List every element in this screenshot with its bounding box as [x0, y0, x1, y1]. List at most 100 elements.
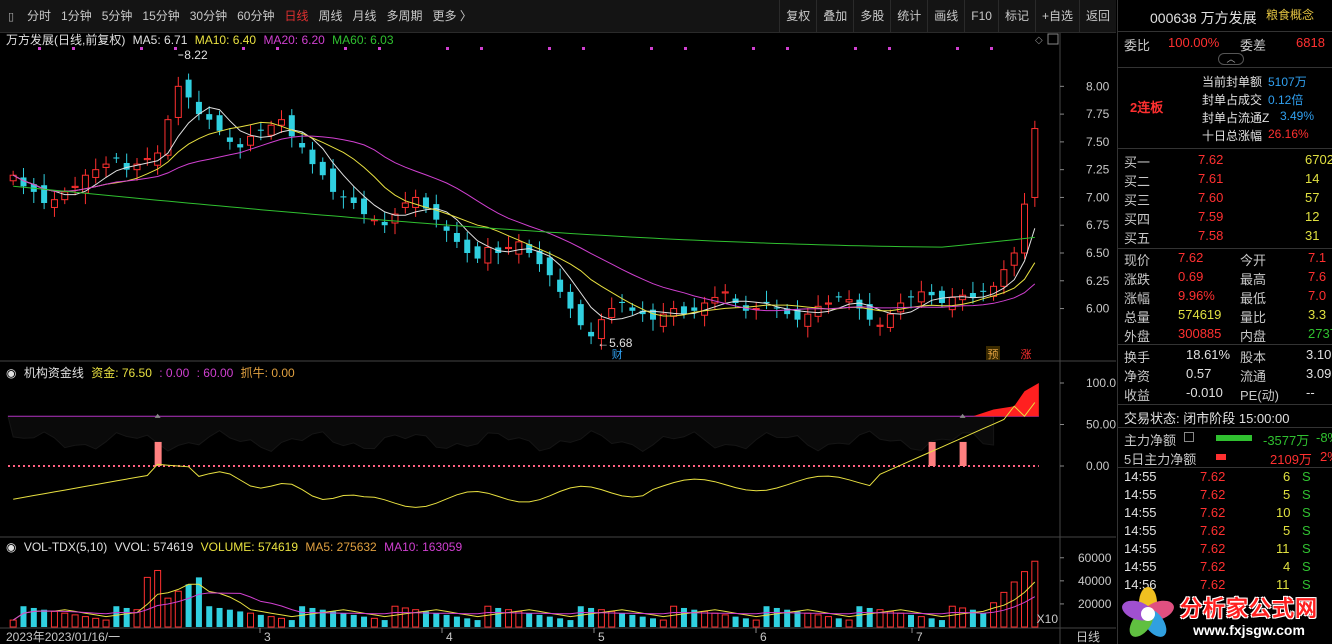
candle-body-up [143, 158, 151, 161]
candle-body-down [464, 239, 471, 253]
xaxis-label: 2023年2023/01/16/一 [6, 630, 120, 644]
xaxis-label: 4 [446, 630, 453, 644]
vol-bar-down [650, 618, 656, 627]
period-tab-0[interactable]: 分时 [27, 8, 52, 23]
fund-signal-bar [154, 441, 162, 466]
vol-bar-up [174, 590, 182, 628]
tool-button-7[interactable]: +自选 [1034, 0, 1079, 33]
fund-title: 机构资金线 [23, 366, 84, 380]
fengdan-label: 十日总涨幅 [1202, 129, 1263, 143]
period-tab-3[interactable]: 15分钟 [142, 8, 180, 23]
panel-toggle-icon[interactable]: ▯ [7, 10, 15, 23]
vol-bar-up [876, 609, 884, 628]
tool-button-3[interactable]: 统计 [890, 0, 927, 33]
candle-body-down [980, 290, 987, 292]
candle-body-down [433, 204, 440, 220]
fund-signal-bar [959, 441, 967, 466]
period-tab-10[interactable]: 更多 〉 [432, 8, 472, 23]
candle-body-up [917, 291, 925, 303]
vol-bar-up [164, 597, 172, 628]
period-tab-6[interactable]: 日线 [284, 8, 309, 23]
x10-label: X10 [1037, 612, 1059, 626]
vol-bar-down [41, 609, 48, 627]
candle-body-down [784, 308, 791, 315]
candle-body-up [670, 308, 678, 317]
period-tab-9[interactable]: 多周期 [386, 8, 423, 23]
vol-bar-up [959, 607, 967, 628]
collapse-chevron-icon[interactable]: ︿ [1218, 53, 1244, 65]
candle-body-down [938, 290, 945, 303]
event-marker [72, 47, 75, 50]
toolbar-tools: 复权 叠加 多股 统计 画线 F10 标记 +自选 返回 [779, 0, 1116, 33]
vol-bar-down [546, 616, 553, 627]
vol-bar-down [381, 620, 388, 627]
fin-label: PE(动) [1240, 388, 1280, 403]
event-marker [378, 47, 381, 50]
candle-body-down [206, 114, 213, 120]
candle-body-down [309, 149, 316, 165]
main5-row: 5日主力净额 2109万 2% [1118, 449, 1332, 468]
tick-time: 14:55 [1124, 541, 1157, 556]
candle-body-up [608, 308, 616, 318]
candle-body-up [721, 291, 729, 294]
tool-button-4[interactable]: 画线 [927, 0, 964, 33]
vol-bar-down [784, 609, 791, 627]
fengdan-row: 封单占流通Z 3.49% [1118, 109, 1332, 128]
vol-bar-down [619, 613, 626, 627]
period-tab-5[interactable]: 60分钟 [237, 8, 275, 23]
period-tab-7[interactable]: 周线 [318, 8, 343, 23]
candle-body-up [659, 313, 667, 327]
tick-row: 14:55 7.62 5 S [1118, 523, 1332, 542]
vol-bar-up [917, 616, 925, 628]
tool-button-1[interactable]: 叠加 [816, 0, 853, 33]
tick-bs: S [1302, 523, 1311, 538]
vol-bar-up [412, 609, 420, 628]
fengdan-value: 5107万 [1268, 75, 1307, 89]
vol-panel-icon[interactable]: ◉ [6, 540, 17, 554]
candle-body-up [391, 213, 399, 224]
vol-bar-down [980, 613, 987, 627]
fund-panel-icon[interactable]: ◉ [6, 366, 17, 380]
candle-body-up [804, 313, 812, 327]
ma10-line [12, 121, 1036, 317]
vol-bar-up [1021, 571, 1029, 628]
bid-row: 买四 7.59 12 [1118, 209, 1332, 228]
tick-bs: S [1302, 487, 1311, 502]
main5-bar [1216, 454, 1226, 460]
tool-button-6[interactable]: 标记 [997, 0, 1035, 33]
stat-label: 总量 [1124, 310, 1151, 325]
vol-bar-down [866, 607, 873, 627]
vol-bar-up [670, 605, 678, 628]
ma20-line [12, 135, 1036, 312]
vol-bar-down [691, 609, 698, 627]
concept-tag[interactable]: 粮食概念 [1266, 8, 1315, 22]
kline-ytick-label: 7.00 [1086, 190, 1110, 204]
vol-ytick-label: 20000 [1078, 597, 1112, 611]
period-tab-1[interactable]: 1分钟 [61, 8, 92, 23]
vol-bar-down [453, 616, 460, 627]
stat-value: 7.0 [1308, 288, 1327, 303]
vol-bar-down [794, 611, 801, 627]
period-tab-4[interactable]: 30分钟 [189, 8, 228, 23]
weibi-value: 100.00% [1168, 35, 1220, 50]
vol-bar-down [495, 607, 502, 627]
candle-body-down [773, 307, 780, 309]
period-tab-2[interactable]: 5分钟 [101, 8, 133, 23]
bid-row: 买三 7.60 57 [1118, 190, 1332, 209]
tick-bs: S [1302, 505, 1311, 520]
tool-button-5[interactable]: F10 [964, 0, 998, 33]
tool-button-8[interactable]: 返回 [1078, 0, 1116, 33]
fengdan-row: 封单占成交 0.12倍 [1118, 91, 1332, 110]
tick-vol: 4 [1283, 559, 1291, 574]
watermark-logo: 分析家公式网 www.fxjsgw.com [1120, 584, 1332, 644]
tool-button-2[interactable]: 多股 [853, 0, 890, 33]
stat-label: 今开 [1240, 253, 1267, 268]
ma60-label: MA60: 6.03 [332, 33, 394, 47]
main-net-icon[interactable] [1184, 432, 1194, 442]
tool-button-0[interactable]: 复权 [779, 0, 816, 33]
candle-body-up [1031, 128, 1039, 198]
period-tab-8[interactable]: 月线 [352, 8, 377, 23]
vol-ytick-label: 40000 [1078, 574, 1112, 588]
event-marker [276, 47, 279, 50]
bid-vol: 14 [1305, 171, 1320, 186]
